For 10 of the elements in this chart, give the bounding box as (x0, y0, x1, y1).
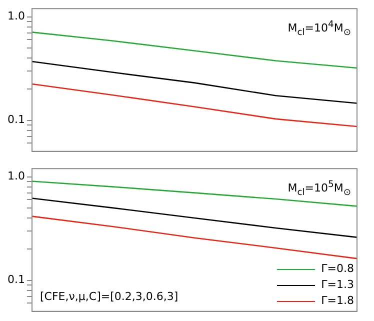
annotation: M$_{cl}$=10$^{4}$M$_{⊙}$ (288, 18, 351, 38)
legend-label: Γ=0.8 (321, 261, 354, 278)
legend-label: Γ=1.3 (321, 277, 354, 294)
y-tick-label: 0.1 (8, 273, 25, 286)
annotation: [CFE,ν,μ,C]=[0.2,3,0.6,3] (40, 290, 178, 304)
annotation: M$_{cl}$=10$^{5}$M$_{⊙}$ (288, 178, 351, 198)
y-tick-label: 1.0 (8, 10, 25, 23)
legend-label: Γ=1.8 (321, 293, 354, 310)
y-tick-label: 1.0 (8, 170, 25, 183)
y-tick-label: 0.1 (8, 113, 25, 126)
